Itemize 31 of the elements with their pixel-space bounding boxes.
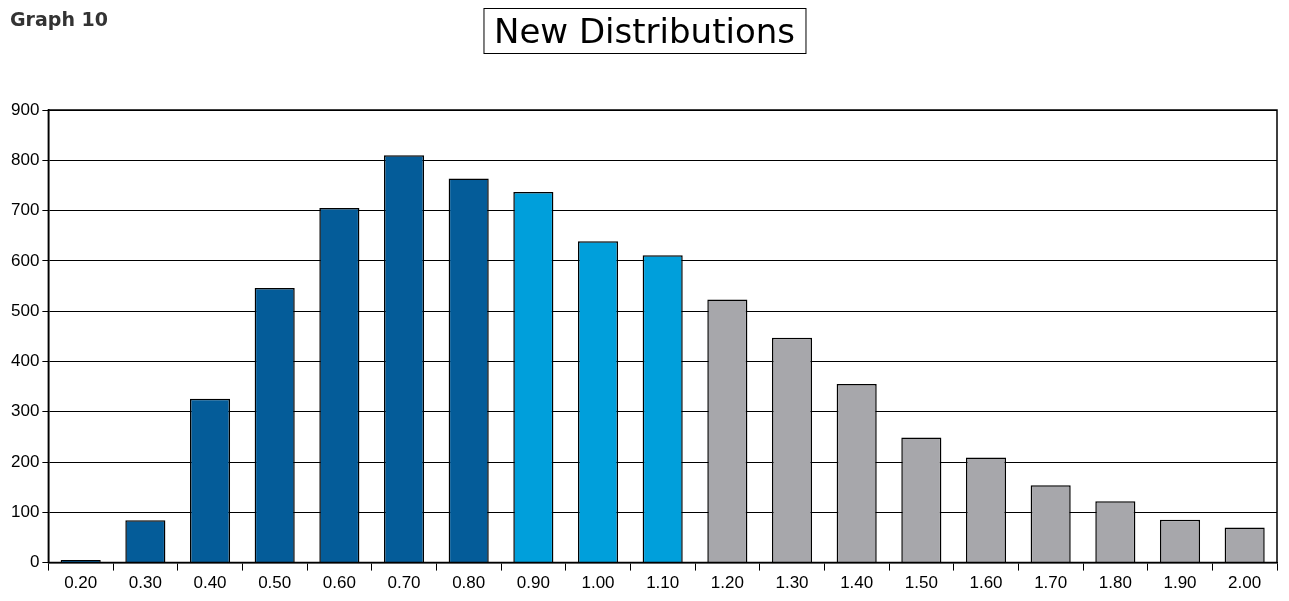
y-tick-label: 100: [10, 502, 40, 521]
y-tick-label: 500: [10, 300, 40, 320]
x-tick-label: 1.20: [710, 573, 744, 593]
x-tick-label: 1.70: [1034, 573, 1068, 593]
x-tick-label: 1.00: [581, 573, 615, 593]
chart-title: New Distributions: [482, 8, 807, 54]
x-tick-label: 1.90: [1163, 573, 1197, 593]
y-tick-label: 0: [29, 552, 40, 572]
x-tick-label: 1.60: [969, 573, 1003, 593]
caption: Graph 10: [10, 8, 108, 30]
x-tick-label: 1.40: [840, 573, 874, 593]
y-tick-label: 300: [10, 401, 40, 421]
x-tick-label: 0.40: [193, 573, 227, 593]
x-tick-label: 0.70: [387, 573, 421, 593]
x-tick-label: 0.60: [322, 573, 356, 593]
y-tick-label: 200: [10, 451, 40, 471]
x-tick-label: 1.30: [775, 573, 809, 593]
x-tick-label: 0.80: [452, 573, 486, 593]
y-tick-label: 900: [10, 99, 40, 119]
x-tick-label: 1.80: [1098, 573, 1132, 593]
x-tick-label: 0.20: [64, 573, 98, 593]
y-tick-label: 600: [10, 250, 40, 270]
y-tick-label: 700: [10, 200, 40, 220]
x-tick-label: 2.00: [1228, 573, 1262, 593]
y-tick-label: 400: [10, 351, 40, 371]
x-tick-label: 1.50: [904, 573, 938, 593]
y-tick-label: 800: [10, 149, 40, 169]
x-tick-label: 0.90: [516, 573, 550, 593]
x-tick-label: 1.10: [646, 573, 680, 593]
x-tick-label: 0.50: [258, 573, 292, 593]
x-tick-label: 0.30: [128, 573, 162, 593]
